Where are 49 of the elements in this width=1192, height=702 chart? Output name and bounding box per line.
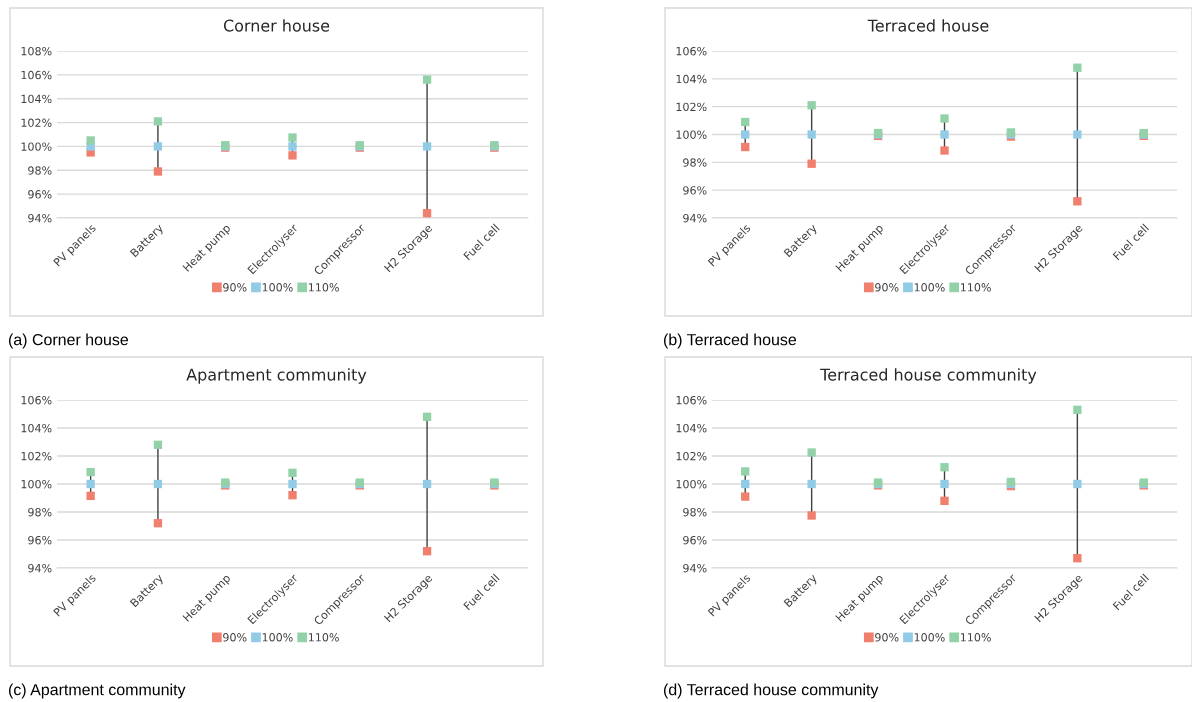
y-tick-label: 104% — [676, 423, 707, 433]
legend-label: 110% — [308, 283, 339, 292]
y-tick-label: 108% — [21, 46, 52, 56]
legend-label: 90% — [875, 633, 899, 642]
y-tick-label: 94% — [28, 213, 52, 223]
chart-title: Apartment community — [186, 368, 367, 384]
text: (d) Terraced house community — [663, 683, 879, 699]
legend-label: 100% — [914, 633, 945, 642]
y-tick-label: 100% — [21, 479, 52, 489]
chart-title: Terraced house — [867, 19, 989, 32]
legend-label: 90% — [875, 283, 899, 292]
legend-label: 100% — [262, 283, 293, 292]
y-tick-label: 100% — [676, 479, 707, 489]
y-tick-label: 96% — [683, 186, 707, 195]
legend-label: 100% — [914, 283, 945, 292]
y-tick-label: 98% — [28, 507, 52, 517]
y-tick-label: 94% — [28, 563, 52, 573]
y-tick-label: 104% — [676, 74, 707, 84]
text: (c) Apartment community — [8, 683, 186, 699]
y-tick-label: 102% — [676, 451, 707, 461]
y-tick-label: 106% — [676, 46, 707, 56]
y-tick-label: 102% — [21, 451, 52, 461]
text: (b) Terraced house — [663, 333, 797, 349]
legend-label: 110% — [960, 283, 991, 292]
legend-label: 90% — [223, 633, 247, 642]
y-tick-label: 102% — [676, 102, 707, 112]
y-tick-label: 106% — [21, 395, 52, 405]
y-tick-label: 106% — [676, 395, 707, 405]
legend-label: 110% — [308, 633, 339, 642]
text: (a) Corner house — [8, 333, 129, 349]
y-tick-label: 98% — [28, 166, 52, 175]
legend-label: 100% — [262, 633, 293, 642]
y-tick-label: 94% — [683, 213, 707, 223]
y-tick-label: 102% — [21, 118, 52, 127]
y-tick-label: 98% — [683, 507, 707, 517]
y-tick-label: 96% — [28, 190, 52, 199]
y-tick-label: 100% — [676, 130, 707, 139]
y-tick-label: 98% — [683, 158, 707, 167]
y-tick-label: 104% — [21, 94, 52, 104]
chart-title: Corner house — [223, 19, 330, 32]
legend-label: 110% — [960, 633, 991, 642]
y-tick-label: 96% — [683, 535, 707, 545]
y-tick-label: 94% — [683, 563, 707, 573]
y-tick-label: 96% — [28, 535, 52, 545]
chart-title: Terraced house community — [820, 368, 1037, 384]
y-tick-label: 104% — [21, 423, 52, 433]
y-tick-label: 106% — [21, 70, 52, 80]
y-tick-label: 100% — [21, 142, 52, 151]
legend-label: 90% — [223, 283, 247, 292]
